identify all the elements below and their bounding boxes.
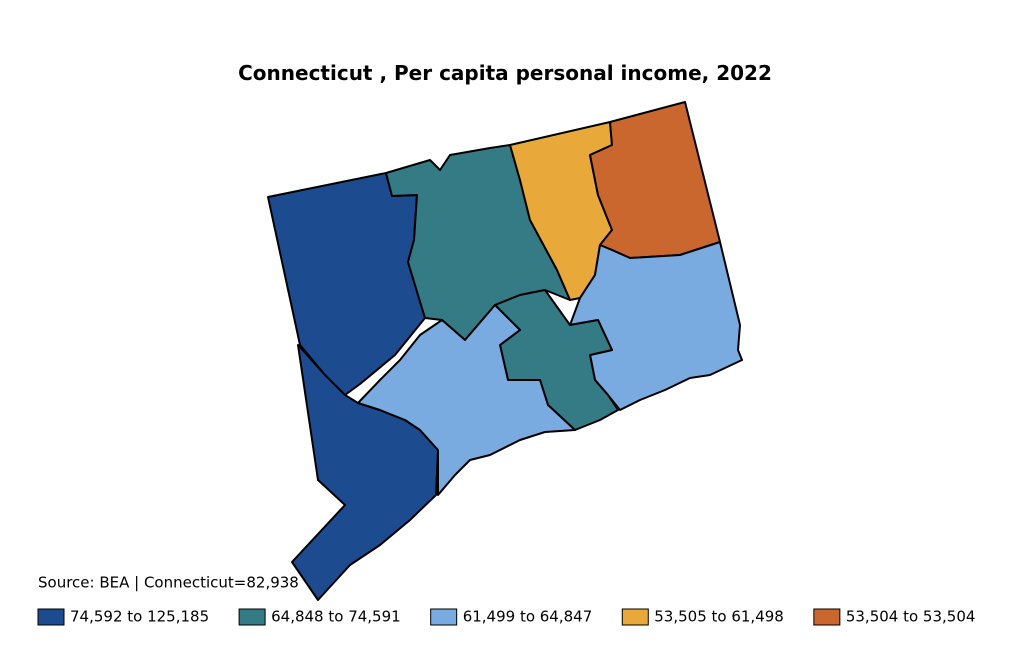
legend-swatch (37, 608, 65, 626)
legend-swatch (813, 608, 841, 626)
county-region (589, 101, 721, 259)
legend: 74,592 to 125,185 64,848 to 74,591 61,499 … (37, 608, 976, 626)
legend-swatch (621, 608, 649, 626)
legend-swatch (430, 608, 458, 626)
legend-label: 74,592 to 125,185 (70, 608, 209, 626)
county-region (291, 344, 439, 601)
legend-label: 53,505 to 61,498 (654, 608, 784, 626)
legend-label: 64,848 to 74,591 (271, 608, 401, 626)
legend-label: 53,504 to 53,504 (846, 608, 976, 626)
legend-swatch (238, 608, 266, 626)
source-note: Source: BEA | Connecticut=82,938 (38, 574, 299, 592)
county-region (357, 304, 576, 496)
regions (267, 101, 743, 601)
map-title: Connecticut , Per capita personal income… (238, 61, 772, 85)
legend-label: 61,499 to 64,847 (463, 608, 593, 626)
